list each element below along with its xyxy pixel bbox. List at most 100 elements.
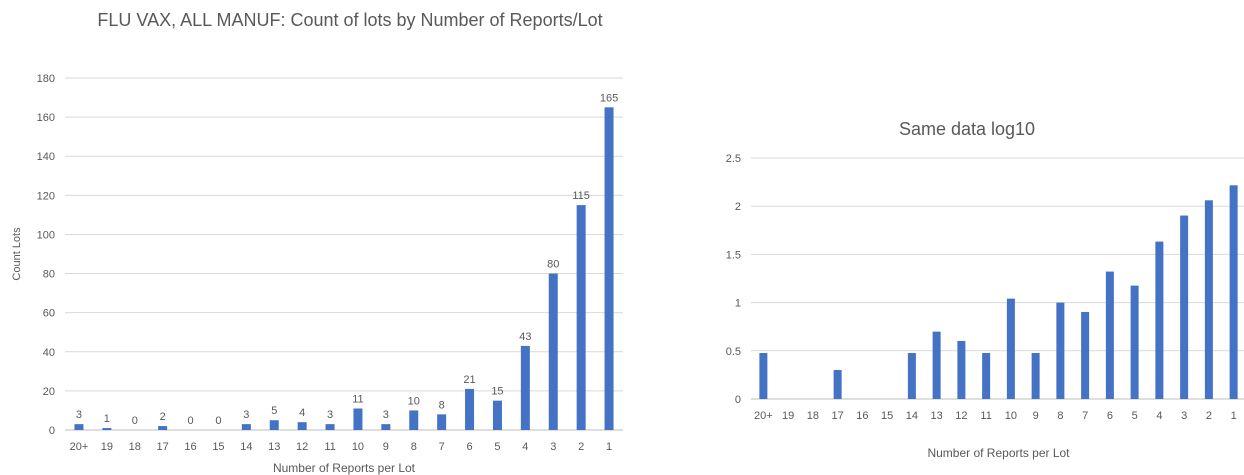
x-tick-label: 18	[807, 410, 819, 422]
chart-title: Same data log10	[898, 119, 1036, 139]
x-tick-label: 20+	[70, 441, 89, 453]
data-label: 11	[352, 393, 363, 405]
data-label: 10	[408, 395, 420, 407]
bar	[833, 369, 842, 399]
data-label: 21	[463, 374, 475, 386]
y-tick-label: 0.5	[726, 346, 741, 358]
x-tick-label: 9	[1033, 410, 1039, 422]
bar	[1180, 215, 1189, 399]
y-tick-label: 60	[43, 308, 55, 320]
x-tick-label: 15	[212, 441, 224, 453]
bar	[604, 107, 614, 430]
chart-svg: 020406080100120140160180320+119018217016…	[11, 73, 623, 475]
data-label: 15	[491, 386, 503, 398]
x-tick-label: 19	[101, 441, 113, 453]
x-tick-label: 11	[324, 441, 335, 453]
x-tick-label: 6	[466, 441, 472, 453]
x-tick-label: 6	[1107, 410, 1113, 422]
x-tick-label: 12	[955, 410, 967, 422]
x-tick-label: 1	[606, 441, 612, 453]
x-axis-label: Number of Reports per Lot	[927, 446, 1070, 460]
x-tick-label: 8	[411, 441, 417, 453]
bar	[1155, 241, 1164, 399]
x-tick-label: 18	[129, 441, 141, 453]
bar	[241, 424, 251, 430]
x-tick-label: 7	[1082, 410, 1088, 422]
data-label: 43	[519, 331, 531, 343]
y-tick-label: 180	[37, 73, 55, 85]
data-label: 80	[547, 259, 559, 271]
x-tick-label: 4	[522, 441, 528, 453]
x-tick-label: 19	[782, 410, 794, 422]
bar	[520, 345, 530, 430]
x-tick-label: 11	[980, 410, 991, 422]
x-tick-label: 5	[1132, 410, 1138, 422]
x-tick-label: 13	[931, 410, 943, 422]
x-tick-label: 10	[1005, 410, 1017, 422]
x-tick-label: 3	[1181, 410, 1187, 422]
y-tick-label: 1	[735, 298, 741, 310]
x-tick-label: 16	[856, 410, 868, 422]
data-label: 4	[299, 407, 305, 419]
x-tick-label: 2	[578, 441, 584, 453]
bar	[932, 331, 941, 399]
x-axis-label: Number of Reports per Lot	[273, 461, 416, 475]
y-axis-label: Count Lots	[11, 227, 23, 281]
bar	[1204, 200, 1213, 399]
bar	[957, 340, 966, 399]
y-tick-label: 20	[43, 386, 55, 398]
bar	[492, 400, 502, 430]
y-tick-label: 40	[43, 347, 55, 359]
data-label: 0	[215, 415, 221, 427]
y-tick-label: 0	[49, 425, 55, 437]
bar	[465, 388, 475, 430]
y-tick-label: 2	[735, 201, 741, 213]
data-label: 115	[572, 190, 590, 202]
x-tick-label: 20+	[754, 410, 773, 422]
data-label: 0	[132, 415, 138, 427]
data-label: 3	[327, 409, 333, 421]
bar	[1229, 185, 1238, 399]
x-tick-label: 2	[1206, 410, 1212, 422]
data-label: 3	[76, 409, 82, 421]
x-tick-label: 15	[881, 410, 893, 422]
bar	[907, 353, 916, 399]
bar	[297, 422, 307, 430]
x-tick-label: 8	[1057, 410, 1063, 422]
x-tick-label: 13	[268, 441, 280, 453]
bar	[437, 414, 447, 430]
chart-flu-vax-count: FLU VAX, ALL MANUF: Count of lots by Num…	[11, 10, 623, 475]
x-tick-label: 1	[1231, 410, 1237, 422]
data-label: 0	[187, 415, 193, 427]
x-tick-label: 17	[832, 410, 844, 422]
bar	[1056, 302, 1065, 399]
data-label: 1	[104, 413, 110, 425]
data-label: 8	[439, 399, 445, 411]
x-tick-label: 16	[184, 441, 196, 453]
chart-log10: Same data log10 0 0.5 1 1.5 2 2.5 20+ 19 18 17 16 1…	[690, 0, 1244, 475]
bar	[576, 205, 586, 430]
bar	[269, 420, 279, 430]
data-label: 2	[160, 411, 166, 423]
bar	[325, 424, 335, 430]
x-tick-label: 14	[906, 410, 918, 422]
bar	[158, 426, 168, 430]
y-tick-label: 1.5	[726, 249, 741, 261]
y-tick-label: 120	[37, 190, 55, 202]
bar	[102, 428, 112, 430]
y-tick-label: 0	[735, 394, 741, 406]
bar	[759, 353, 768, 399]
bar	[1130, 285, 1139, 399]
data-label: 3	[383, 409, 389, 421]
bar	[353, 408, 363, 430]
x-tick-label: 7	[439, 441, 445, 453]
bar	[548, 273, 558, 430]
data-label: 3	[243, 409, 249, 421]
x-tick-label: 17	[157, 441, 169, 453]
bar	[1031, 353, 1040, 399]
y-tick-label: 160	[37, 112, 55, 124]
x-tick-label: 3	[550, 441, 556, 453]
data-label: 5	[271, 405, 277, 417]
x-tick-label: 5	[494, 441, 500, 453]
y-tick-label: 2.5	[726, 153, 741, 165]
